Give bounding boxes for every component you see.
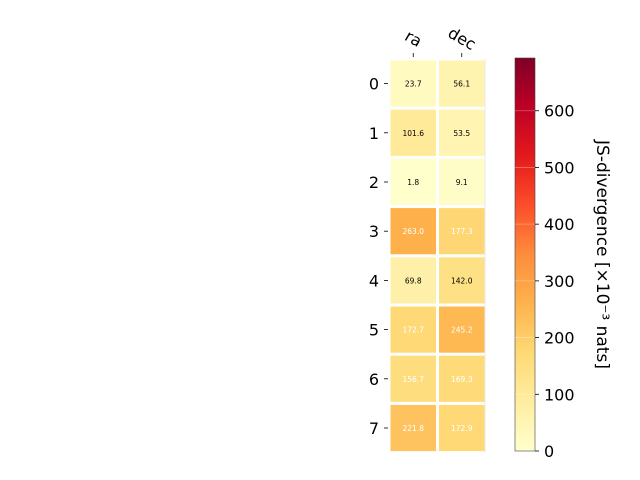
heatmap-cell <box>439 158 485 206</box>
heatmap-cell <box>390 109 436 156</box>
cell-value-label: 69.8 <box>405 276 422 285</box>
heatmap-cell <box>439 60 485 107</box>
row-label: 1 <box>369 124 379 143</box>
row-label: 6 <box>369 370 379 389</box>
cell-value-label: 142.0 <box>451 276 473 285</box>
column-label: dec <box>445 23 479 54</box>
heatmap-cell <box>390 404 436 452</box>
cell-value-label: 156.7 <box>403 375 425 384</box>
colorbar: 0 100 200 300 400 500 600 JS-divergence [×10⁻³ … <box>514 57 612 461</box>
cell-value-label: 245.2 <box>451 326 473 335</box>
row-label: 5 <box>369 321 379 340</box>
cell-value-label: 53.5 <box>453 129 470 138</box>
heatmap-cell <box>390 355 436 402</box>
heatmap-cell <box>390 158 436 206</box>
heatmap-cell <box>439 306 485 353</box>
heatmap-cell <box>390 208 436 255</box>
colorbar-tick-label: 600 <box>544 102 575 121</box>
heatmap-cell <box>439 404 485 452</box>
cell-value-label: 9.1 <box>456 178 468 187</box>
cell-value-label: 221.8 <box>403 424 425 433</box>
cell-value-label: 263.0 <box>403 227 425 236</box>
cell-value-label: 172.7 <box>403 326 425 335</box>
row-label: 3 <box>369 222 379 241</box>
cell-value-label: 1.8 <box>407 178 419 187</box>
colorbar-tick-label: 200 <box>544 329 575 348</box>
row-label: 0 <box>369 75 379 94</box>
column-label: ra <box>402 26 426 51</box>
cell-value-label: 172.9 <box>451 424 473 433</box>
colorbar-gradient <box>514 57 536 452</box>
colorbar-tick-label: 0 <box>544 442 554 461</box>
heatmap-cell <box>439 257 485 304</box>
cell-value-label: 56.1 <box>453 80 470 89</box>
colorbar-tick-label: 400 <box>544 215 575 234</box>
row-labels: 0 1 2 3 4 5 6 7 <box>369 59 486 453</box>
heatmap-cell <box>390 60 436 107</box>
colorbar-tick-label: 100 <box>544 385 575 404</box>
heatmap-cell <box>390 257 436 304</box>
heatmap-cell <box>390 306 436 353</box>
colorbar-label: JS-divergence [×10⁻³ nats] <box>592 139 612 369</box>
heatmap-cell <box>439 355 485 402</box>
cell-value-label: 23.7 <box>405 80 422 89</box>
row-label: 4 <box>369 271 379 290</box>
cell-value-label: 101.6 <box>403 129 425 138</box>
heatmap-cells: 23.7 56.1 101.6 53.5 1.8 9.1 263.0 177.3 69.8 142… <box>390 60 485 452</box>
column-labels: ra dec <box>402 23 479 57</box>
row-label: 2 <box>369 173 379 192</box>
heatmap-cell <box>439 208 485 255</box>
colorbar-tick-label: 300 <box>544 272 575 291</box>
colorbar-tick-label: 500 <box>544 158 575 177</box>
row-label: 7 <box>369 419 379 438</box>
heatmap-cell <box>439 109 485 156</box>
cell-value-label: 169.3 <box>451 375 473 384</box>
cell-value-label: 177.3 <box>451 227 473 236</box>
